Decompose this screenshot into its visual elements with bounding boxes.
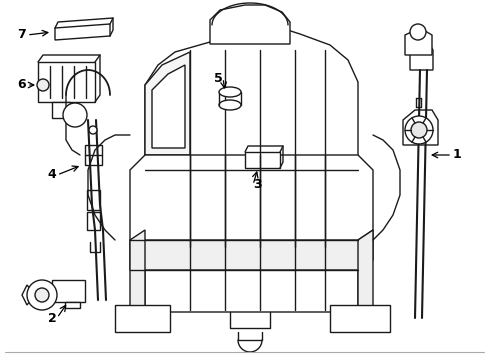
Circle shape — [404, 116, 432, 144]
Polygon shape — [87, 190, 100, 210]
Polygon shape — [402, 110, 437, 145]
Text: 2: 2 — [47, 311, 56, 324]
Text: 1: 1 — [452, 148, 461, 162]
Circle shape — [89, 126, 97, 134]
Polygon shape — [87, 212, 100, 230]
Polygon shape — [115, 305, 170, 332]
Circle shape — [37, 79, 49, 91]
Polygon shape — [55, 24, 110, 40]
Polygon shape — [244, 152, 280, 168]
Polygon shape — [404, 28, 431, 55]
Circle shape — [409, 24, 425, 40]
Circle shape — [35, 288, 49, 302]
Polygon shape — [38, 62, 95, 102]
Polygon shape — [145, 26, 357, 312]
Polygon shape — [130, 230, 372, 270]
Polygon shape — [130, 230, 145, 312]
Polygon shape — [65, 302, 80, 308]
Polygon shape — [409, 42, 432, 70]
Polygon shape — [152, 65, 184, 148]
Polygon shape — [329, 305, 389, 332]
Text: 3: 3 — [253, 179, 262, 192]
Polygon shape — [52, 102, 70, 118]
Polygon shape — [130, 155, 372, 248]
Ellipse shape — [219, 100, 241, 110]
Polygon shape — [85, 145, 102, 165]
Polygon shape — [357, 230, 372, 312]
Polygon shape — [52, 280, 85, 302]
Text: 4: 4 — [47, 168, 56, 181]
Ellipse shape — [219, 87, 241, 97]
Circle shape — [27, 280, 57, 310]
Text: 6: 6 — [18, 78, 26, 91]
Polygon shape — [145, 52, 190, 155]
Polygon shape — [209, 5, 289, 44]
Polygon shape — [22, 285, 35, 305]
Text: 7: 7 — [18, 28, 26, 41]
Text: 5: 5 — [213, 72, 222, 85]
Circle shape — [63, 103, 87, 127]
Circle shape — [410, 122, 426, 138]
